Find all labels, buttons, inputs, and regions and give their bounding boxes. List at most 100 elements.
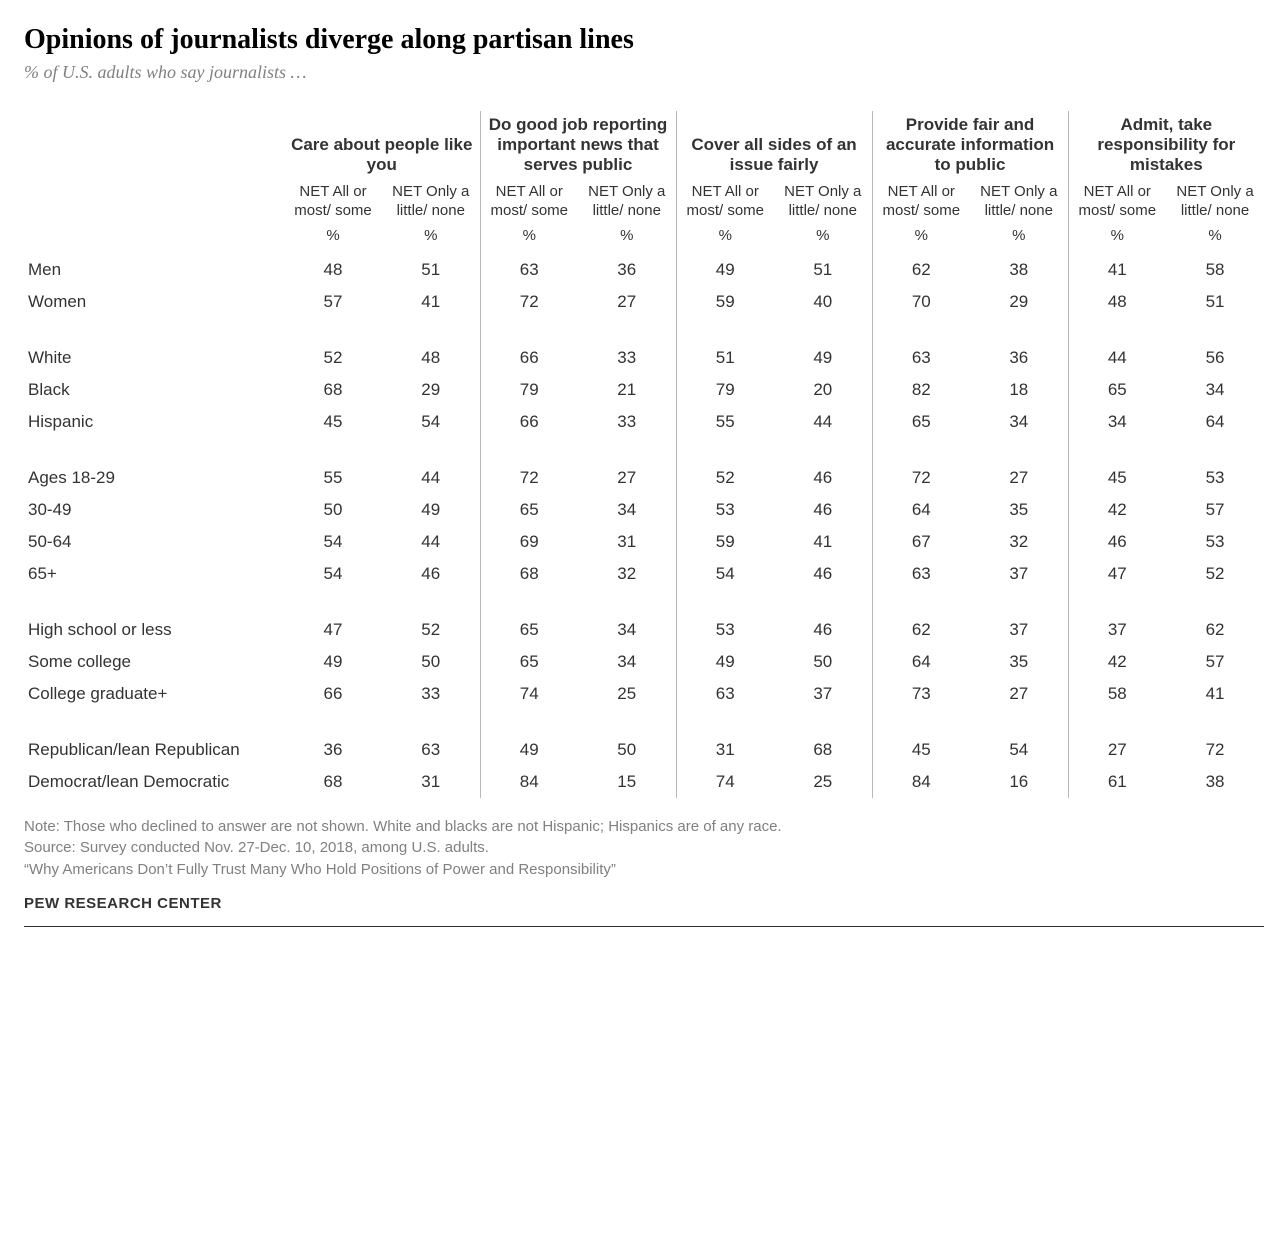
table-cell: 48: [1068, 286, 1166, 318]
column-sub-header: NET Only a little/ none: [970, 183, 1068, 225]
table-cell: 16: [970, 766, 1068, 798]
column-sub-header: NET All or most/ some: [676, 183, 774, 225]
table-cell: 25: [774, 766, 872, 798]
table-cell: 45: [1068, 462, 1166, 494]
table-cell: 37: [970, 614, 1068, 646]
table-cell: 33: [382, 678, 480, 710]
table-cell: 63: [872, 558, 970, 590]
table-cell: 44: [382, 462, 480, 494]
table-cell: 68: [774, 734, 872, 766]
table-row: College graduate+66337425633773275841: [24, 678, 1264, 710]
table-cell: 64: [872, 646, 970, 678]
table-cell: 61: [1068, 766, 1166, 798]
data-table: Care about people like you Do good job r…: [24, 111, 1264, 798]
column-sub-header: NET All or most/ some: [480, 183, 578, 225]
table-cell: 37: [970, 558, 1068, 590]
table-row: 30-4950496534534664354257: [24, 494, 1264, 526]
table-cell: 51: [1166, 286, 1264, 318]
column-sub-header: NET Only a little/ none: [578, 183, 676, 225]
column-sub-header: NET All or most/ some: [284, 183, 382, 225]
table-cell: 20: [774, 374, 872, 406]
column-group-header: Admit, take responsibility for mistakes: [1068, 111, 1264, 183]
table-cell: 54: [284, 558, 382, 590]
table-cell: 59: [676, 286, 774, 318]
row-label: 30-49: [24, 494, 284, 526]
row-label: Hispanic: [24, 406, 284, 438]
table-cell: 37: [774, 678, 872, 710]
column-group-header: Care about people like you: [284, 111, 480, 183]
table-cell: 72: [480, 286, 578, 318]
table-cell: 49: [284, 646, 382, 678]
table-cell: 54: [970, 734, 1068, 766]
footnotes: Note: Those who declined to answer are n…: [24, 816, 1264, 881]
table-cell: 27: [578, 286, 676, 318]
row-gap: [24, 710, 1264, 734]
table-cell: 25: [578, 678, 676, 710]
table-cell: 82: [872, 374, 970, 406]
percent-header: %: [382, 225, 480, 254]
table-cell: 31: [676, 734, 774, 766]
table-cell: 70: [872, 286, 970, 318]
table-cell: 58: [1166, 254, 1264, 286]
table-cell: 49: [774, 342, 872, 374]
table-row: 50-6454446931594167324653: [24, 526, 1264, 558]
table-cell: 79: [676, 374, 774, 406]
table-cell: 50: [284, 494, 382, 526]
table-cell: 55: [284, 462, 382, 494]
table-cell: 45: [284, 406, 382, 438]
table-cell: 51: [382, 254, 480, 286]
table-cell: 47: [1068, 558, 1166, 590]
table-cell: 73: [872, 678, 970, 710]
table-cell: 64: [872, 494, 970, 526]
table-cell: 63: [872, 342, 970, 374]
row-label: Women: [24, 286, 284, 318]
table-cell: 52: [1166, 558, 1264, 590]
footnote-line: Note: Those who declined to answer are n…: [24, 816, 1264, 838]
table-cell: 15: [578, 766, 676, 798]
table-cell: 41: [1166, 678, 1264, 710]
percent-header: %: [284, 225, 382, 254]
source-brand: PEW RESEARCH CENTER: [24, 895, 1264, 927]
table-cell: 55: [676, 406, 774, 438]
table-cell: 18: [970, 374, 1068, 406]
table-row: Men48516336495162384158: [24, 254, 1264, 286]
table-cell: 50: [382, 646, 480, 678]
table-cell: 47: [284, 614, 382, 646]
percent-header: %: [872, 225, 970, 254]
table-cell: 52: [676, 462, 774, 494]
percent-header: %: [578, 225, 676, 254]
table-cell: 57: [1166, 646, 1264, 678]
table-cell: 72: [480, 462, 578, 494]
table-cell: 42: [1068, 646, 1166, 678]
table-cell: 46: [774, 558, 872, 590]
table-cell: 79: [480, 374, 578, 406]
table-row: White52486633514963364456: [24, 342, 1264, 374]
table-cell: 34: [1166, 374, 1264, 406]
table-cell: 36: [970, 342, 1068, 374]
table-cell: 38: [1166, 766, 1264, 798]
table-cell: 67: [872, 526, 970, 558]
percent-header: %: [480, 225, 578, 254]
table-cell: 46: [774, 494, 872, 526]
table-body: Men48516336495162384158Women574172275940…: [24, 254, 1264, 798]
table-cell: 72: [1166, 734, 1264, 766]
table-cell: 44: [774, 406, 872, 438]
table-cell: 66: [480, 406, 578, 438]
row-label: Black: [24, 374, 284, 406]
table-cell: 37: [1068, 614, 1166, 646]
table-cell: 34: [578, 614, 676, 646]
table-cell: 34: [578, 646, 676, 678]
table-cell: 42: [1068, 494, 1166, 526]
table-cell: 52: [382, 614, 480, 646]
row-label: Ages 18-29: [24, 462, 284, 494]
table-cell: 34: [1068, 406, 1166, 438]
row-gap: [24, 438, 1264, 462]
table-cell: 44: [1068, 342, 1166, 374]
column-group-header: Cover all sides of an issue fairly: [676, 111, 872, 183]
row-label: Men: [24, 254, 284, 286]
table-cell: 62: [872, 254, 970, 286]
row-label: 50-64: [24, 526, 284, 558]
table-cell: 52: [284, 342, 382, 374]
table-cell: 56: [1166, 342, 1264, 374]
table-cell: 36: [284, 734, 382, 766]
